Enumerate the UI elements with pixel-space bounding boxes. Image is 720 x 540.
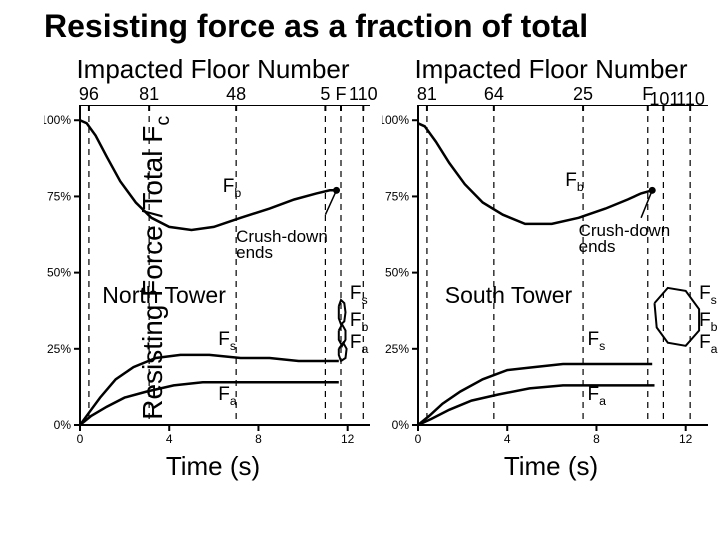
annotation: Fb: [565, 171, 583, 193]
top-tick: F: [336, 87, 347, 101]
panel-0: Impacted Floor Number9681485F1100%25%50%…: [44, 54, 382, 484]
top-tick: 5: [320, 87, 330, 101]
top-tick: 81: [139, 87, 159, 101]
annotation: South Tower: [445, 284, 572, 307]
top-tick-label: 25: [573, 87, 593, 101]
svg-text:8: 8: [593, 432, 600, 446]
panels-container: Impacted Floor Number9681485F1100%25%50%…: [44, 54, 720, 484]
panel-title: Impacted Floor Number: [44, 54, 382, 85]
annotation: Fa: [350, 333, 368, 355]
annotation: Crush-downends: [579, 223, 671, 255]
annotation: Fs: [588, 330, 606, 352]
top-tick-label: 48: [226, 87, 246, 101]
top-tick-label: 96: [79, 87, 99, 101]
panel-title: Impacted Floor Number: [382, 54, 720, 85]
annotation: Crush-downends: [236, 229, 328, 261]
top-tick: 48: [226, 87, 246, 101]
annotation: Fb: [350, 311, 368, 333]
annotation: Fs: [350, 284, 368, 306]
annotation: Fb: [223, 177, 241, 199]
svg-text:0%: 0%: [392, 418, 410, 432]
svg-text:50%: 50%: [47, 266, 71, 280]
annotation: Fa: [588, 385, 606, 407]
top-axis-ticks: 96 81 48 5F110: [44, 87, 382, 105]
annotation: Fb: [699, 311, 717, 333]
page: { "title": { "text": "Resisting force as…: [0, 0, 720, 540]
plot-area: 0% 25% 50% 75% 100% 0 4 8 12: [382, 105, 714, 447]
svg-text:50%: 50%: [385, 266, 409, 280]
svg-text:12: 12: [679, 432, 693, 446]
x-axis-label: Time (s): [44, 451, 382, 482]
top-tick: 96: [79, 87, 99, 101]
svg-text:12: 12: [341, 432, 355, 446]
svg-text:100%: 100%: [44, 113, 71, 127]
annotation: Fa: [699, 333, 717, 355]
annotation: Fs: [218, 330, 236, 352]
svg-text:100%: 100%: [382, 113, 409, 127]
top-tick-label: 64: [484, 87, 504, 101]
svg-text:75%: 75%: [47, 189, 71, 203]
plot-area: 0% 25% 50% 75% 100% 0 4 8 12: [44, 105, 376, 447]
svg-text:0: 0: [415, 432, 422, 446]
top-tick-label: 110: [349, 87, 378, 101]
top-tick-label: 5: [320, 87, 330, 101]
x-axis-label: Time (s): [382, 451, 720, 482]
top-tick: 25: [573, 87, 593, 101]
top-tick-extra: 101: [649, 89, 679, 110]
annotation: Fa: [218, 385, 236, 407]
svg-text:25%: 25%: [47, 342, 71, 356]
svg-text:25%: 25%: [385, 342, 409, 356]
top-tick-label: F: [336, 87, 347, 101]
panel-1: Impacted Floor Number816425F1011100%25%5…: [382, 54, 720, 484]
top-tick: 110: [349, 87, 378, 101]
top-tick: 64: [484, 87, 504, 101]
svg-text:4: 4: [166, 432, 173, 446]
main-title: Resisting force as a fraction of total: [44, 8, 588, 45]
svg-text:4: 4: [504, 432, 511, 446]
annotation: Fs: [699, 284, 717, 306]
top-tick-label: 81: [417, 87, 437, 101]
top-tick-label: 81: [139, 87, 159, 101]
svg-text:75%: 75%: [385, 189, 409, 203]
annotation: North Tower: [102, 284, 226, 307]
top-tick: 81: [417, 87, 437, 101]
svg-text:0%: 0%: [54, 418, 72, 432]
top-tick-extra: 110: [676, 89, 705, 110]
svg-text:0: 0: [77, 432, 84, 446]
top-axis-ticks: 816425F101110: [382, 87, 720, 105]
svg-text:8: 8: [255, 432, 262, 446]
